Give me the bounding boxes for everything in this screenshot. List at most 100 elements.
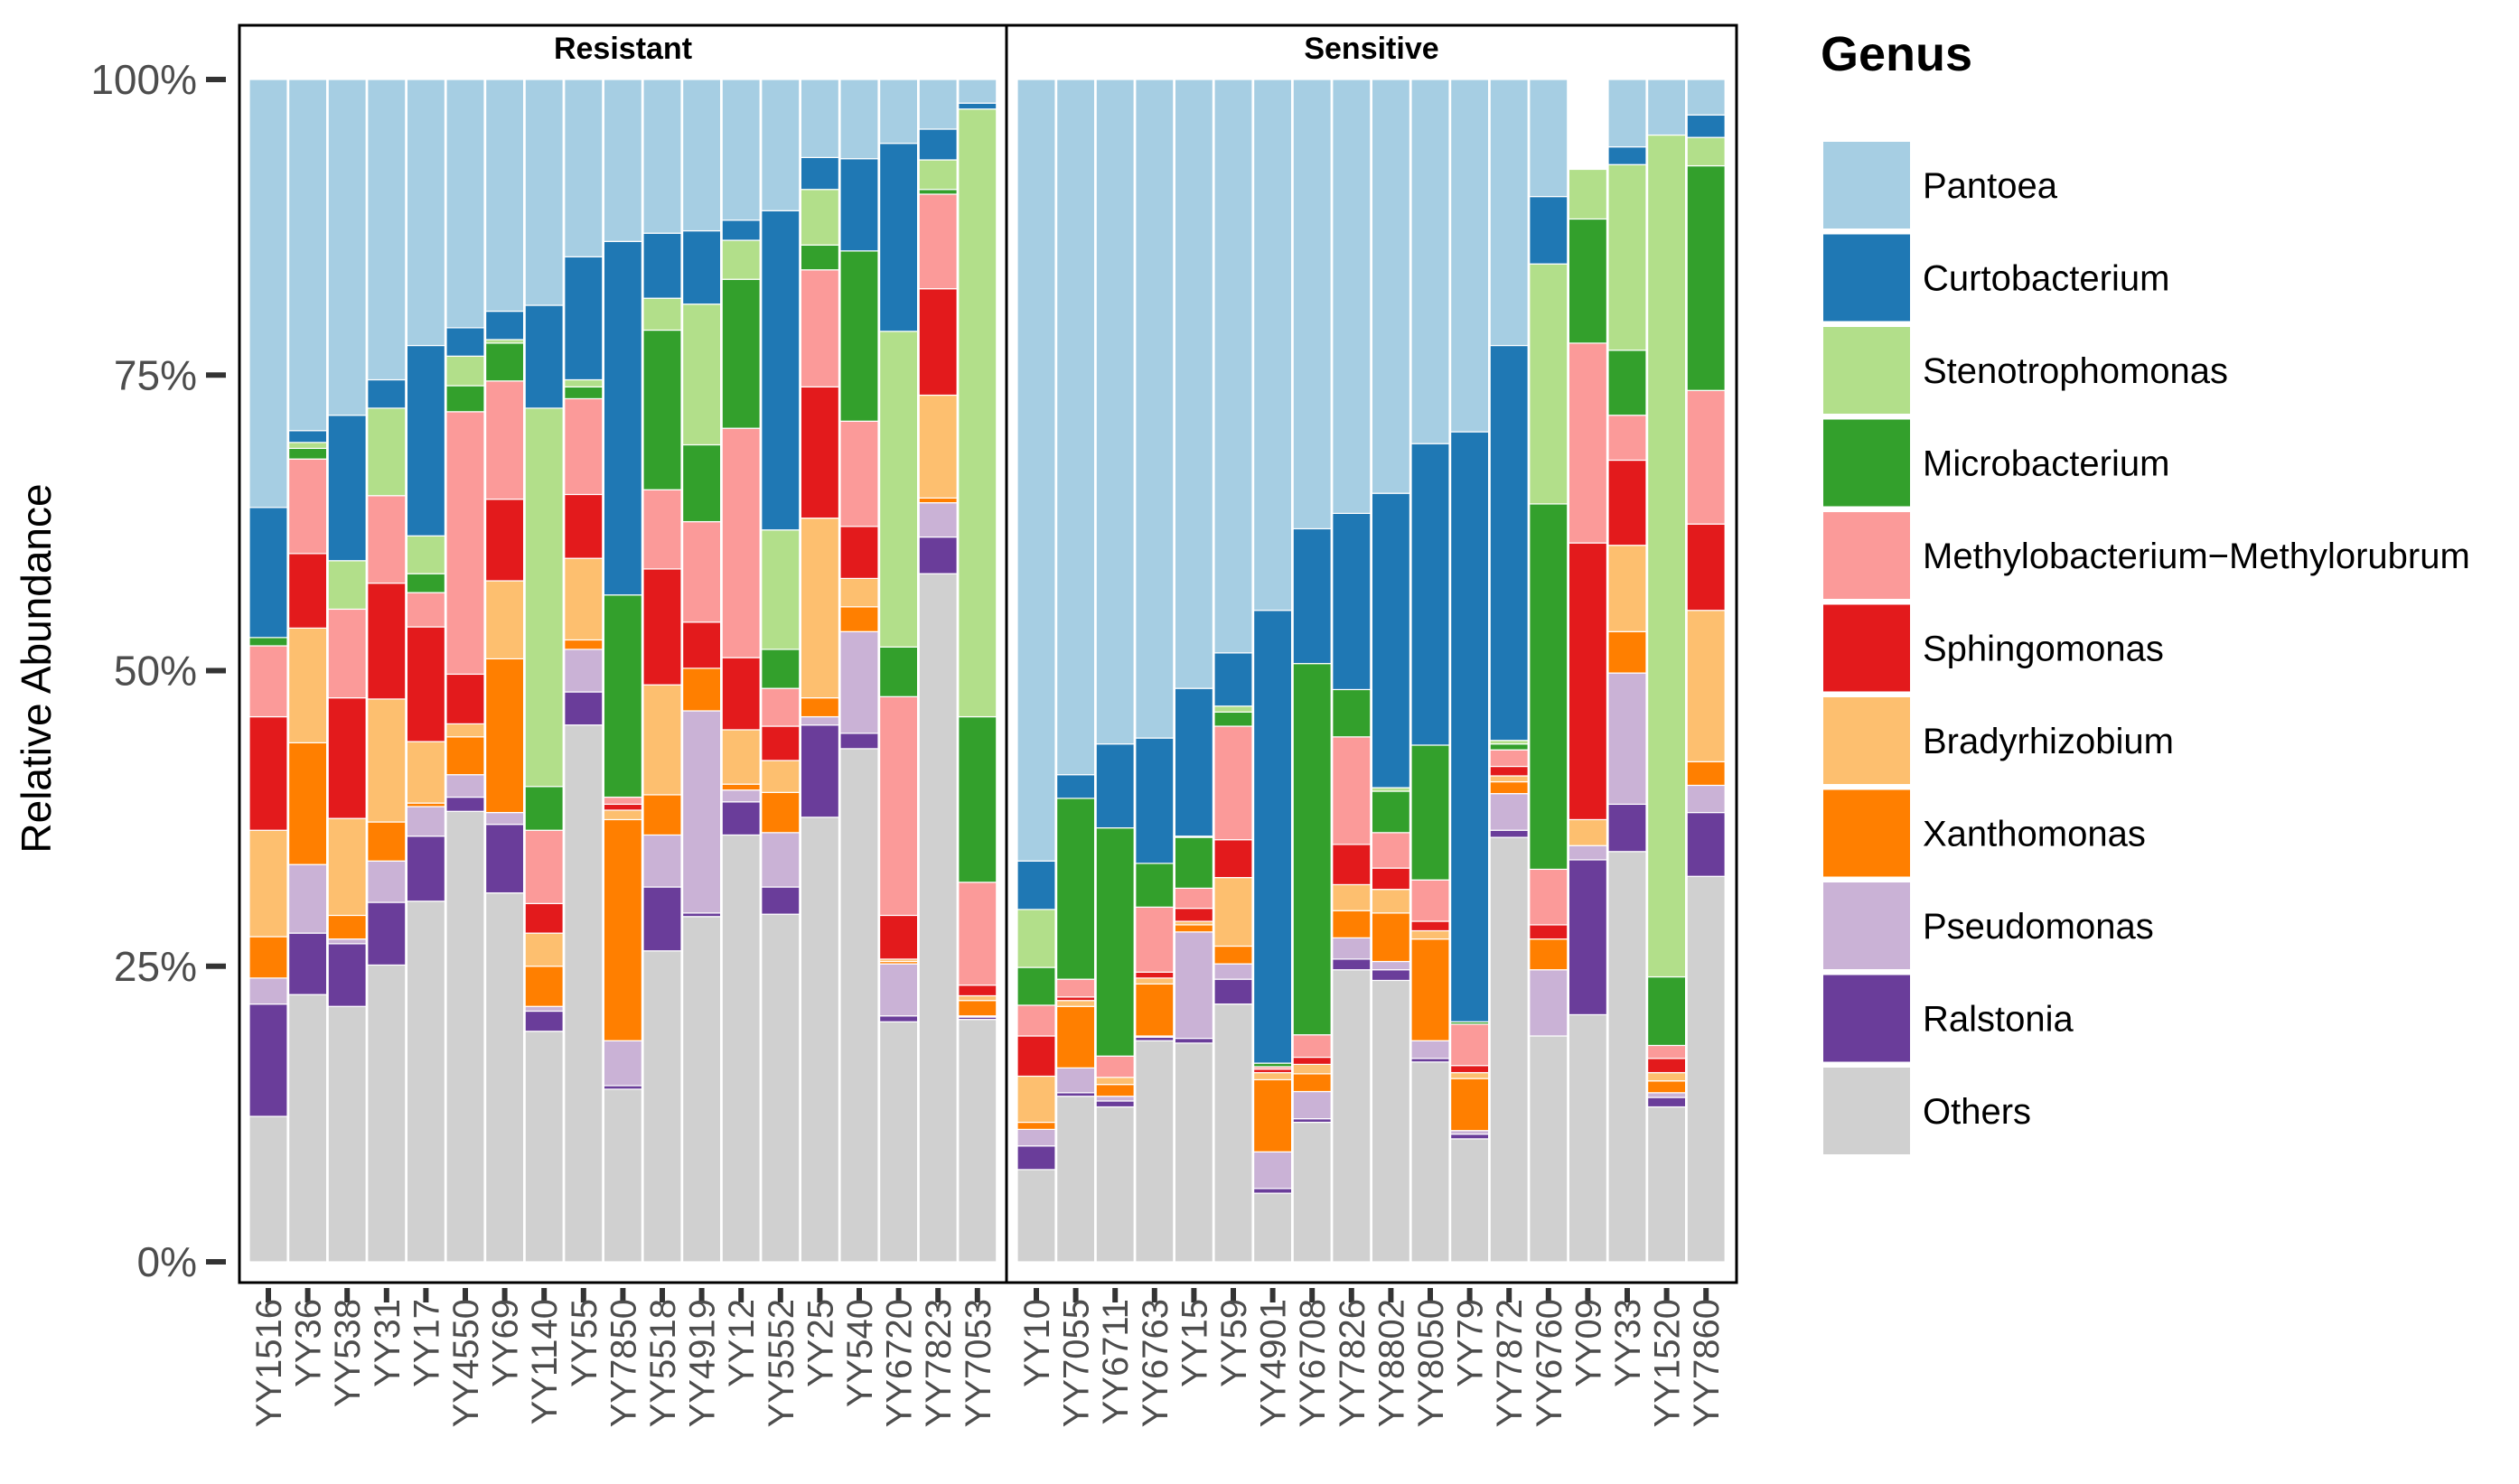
segment-yy12-sphingomonas xyxy=(721,657,761,731)
segment-yy79-methylobacterium-methylorubrum xyxy=(1449,1023,1490,1067)
bar-yy10 xyxy=(1016,79,1056,1263)
segment-yy8050-sphingomonas xyxy=(1410,920,1450,932)
segment-yy7850-others xyxy=(603,1088,643,1263)
segment-yy25-bradyrhizobium xyxy=(800,518,840,699)
x-tick-label-yy12: YY12 xyxy=(722,1299,762,1387)
x-tick-label-yy33: YY33 xyxy=(1608,1299,1648,1387)
segment-yy7826-methylobacterium-methylorubrum xyxy=(1332,736,1372,845)
bar-yy6763 xyxy=(1135,79,1175,1263)
segment-yy7823-pseudomonas xyxy=(918,502,958,538)
segment-yy5518-stenotrophomonas xyxy=(642,297,682,331)
legend-key-microbacterium xyxy=(1823,419,1910,507)
segment-yy15-curtobacterium xyxy=(1174,687,1214,837)
legend-key-ralstonia xyxy=(1823,975,1910,1062)
segment-yy7850-pseudomonas xyxy=(603,1040,643,1087)
segment-yy7055-microbacterium xyxy=(1055,798,1096,980)
segment-yy10-xanthomonas xyxy=(1016,1121,1056,1130)
segment-yy4919-stenotrophomonas xyxy=(681,303,722,446)
segment-yy7860-others xyxy=(1686,875,1726,1263)
segment-yy25-ralstonia xyxy=(800,724,840,818)
segment-yy6720-stenotrophomonas xyxy=(878,331,919,648)
segment-yy33-curtobacterium xyxy=(1607,146,1647,165)
segment-yy31-xanthomonas xyxy=(367,821,407,862)
segment-yy17-microbacterium xyxy=(406,573,445,593)
y-tick-label-50: 50% xyxy=(114,648,197,695)
segment-yy6708-pantoea xyxy=(1292,79,1332,530)
segment-yy1520-sphingomonas xyxy=(1646,1058,1687,1074)
segment-yy36-curtobacterium xyxy=(288,430,328,443)
segment-yy7850-pantoea xyxy=(603,79,643,242)
segment-yy7872-xanthomonas xyxy=(1489,780,1529,795)
segment-yy7860-stenotrophomonas xyxy=(1686,136,1726,167)
segment-yy540-sphingomonas xyxy=(839,526,879,579)
segment-yy6760-sphingomonas xyxy=(1529,924,1569,940)
segment-yy538-xanthomonas xyxy=(327,914,367,940)
segment-yy6708-microbacterium xyxy=(1292,663,1332,1036)
segment-yy6760-xanthomonas xyxy=(1529,938,1569,971)
segment-yy25-stenotrophomonas xyxy=(800,189,840,246)
segment-yy69-others xyxy=(484,891,525,1263)
segment-yy09-stenotrophomonas xyxy=(1568,168,1608,220)
segment-yy4550-bradyrhizobium xyxy=(445,723,485,738)
legend-key-methylobacterium-methylorubrum xyxy=(1823,512,1910,599)
legend-item-xanthomonas: Xanthomonas xyxy=(1823,789,2146,877)
x-tick-label-yy36: YY36 xyxy=(289,1299,329,1387)
segment-yy1140-bradyrhizobium xyxy=(524,932,564,967)
segment-yy6711-methylobacterium-methylorubrum xyxy=(1095,1055,1135,1078)
segment-yy8802-pantoea xyxy=(1371,79,1411,494)
segment-yy36-others xyxy=(288,994,328,1263)
segment-yy5518-methylobacterium-methylorubrum xyxy=(642,489,682,570)
legend-item-curtobacterium: Curtobacterium xyxy=(1823,234,2169,322)
segment-yy36-bradyrhizobium xyxy=(288,627,328,743)
bar-yy8802 xyxy=(1371,79,1411,1263)
segment-yy5552-curtobacterium xyxy=(761,210,801,531)
segment-yy7053-microbacterium xyxy=(958,715,997,883)
segment-yy59-bradyrhizobium xyxy=(1213,876,1253,947)
segment-yy6720-pantoea xyxy=(878,79,919,145)
segment-yy5552-xanthomonas xyxy=(761,791,801,834)
bar-yy4919 xyxy=(681,79,722,1263)
segment-yy4901-ralstonia xyxy=(1252,1188,1293,1194)
bar-yy540 xyxy=(839,79,879,1263)
segment-yy5552-pantoea xyxy=(761,79,801,211)
segment-yy6760-stenotrophomonas xyxy=(1529,263,1569,505)
segment-yy69-bradyrhizobium xyxy=(484,580,525,660)
segment-yy4919-pseudomonas xyxy=(681,710,722,914)
segment-yy5552-pseudomonas xyxy=(761,832,801,888)
legend-label-pseudomonas: Pseudomonas xyxy=(1923,907,2154,947)
segment-yy36-pantoea xyxy=(288,79,328,432)
bar-yy6708 xyxy=(1292,79,1332,1263)
segment-yy6708-others xyxy=(1292,1121,1332,1263)
bar-yy6760 xyxy=(1529,79,1569,1263)
x-tick-label-yy5518: YY5518 xyxy=(643,1299,683,1427)
legend-key-pseudomonas xyxy=(1823,882,1910,969)
segment-yy4919-pantoea xyxy=(681,79,722,232)
segment-yy33-others xyxy=(1607,851,1647,1263)
segment-yy33-pantoea xyxy=(1607,79,1647,148)
segment-yy6711-ralstonia xyxy=(1095,1100,1135,1108)
bar-yy7826 xyxy=(1332,79,1372,1263)
segment-yy5518-microbacterium xyxy=(642,329,682,490)
segment-yy25-microbacterium xyxy=(800,244,840,271)
segment-yy79-xanthomonas xyxy=(1449,1078,1490,1132)
segment-yy8050-curtobacterium xyxy=(1410,443,1450,746)
segment-yy6708-curtobacterium xyxy=(1292,527,1332,665)
segment-yy25-sphingomonas xyxy=(800,386,840,519)
segment-yy59-curtobacterium xyxy=(1213,652,1253,707)
segment-yy59-pantoea xyxy=(1213,79,1253,654)
segment-yy7850-methylobacterium-methylorubrum xyxy=(603,796,643,806)
segment-yy6760-others xyxy=(1529,1035,1569,1263)
segment-yy1520-bradyrhizobium xyxy=(1646,1071,1687,1082)
segment-yy7053-methylobacterium-methylorubrum xyxy=(958,882,997,986)
segment-yy6760-methylobacterium-methylorubrum xyxy=(1529,868,1569,926)
segment-yy7053-curtobacterium xyxy=(958,102,997,110)
bar-yy33 xyxy=(1607,79,1647,1263)
segment-yy79-sphingomonas xyxy=(1449,1065,1490,1074)
segment-yy7872-microbacterium xyxy=(1489,743,1529,751)
segment-yy59-sphingomonas xyxy=(1213,839,1253,879)
segment-yy1516-sphingomonas xyxy=(248,715,288,831)
legend-label-pantoea: Pantoea xyxy=(1923,166,2058,206)
legend-label-xanthomonas: Xanthomonas xyxy=(1923,815,2146,854)
segment-yy1520-stenotrophomonas xyxy=(1646,134,1687,978)
bar-yy55 xyxy=(564,79,604,1263)
